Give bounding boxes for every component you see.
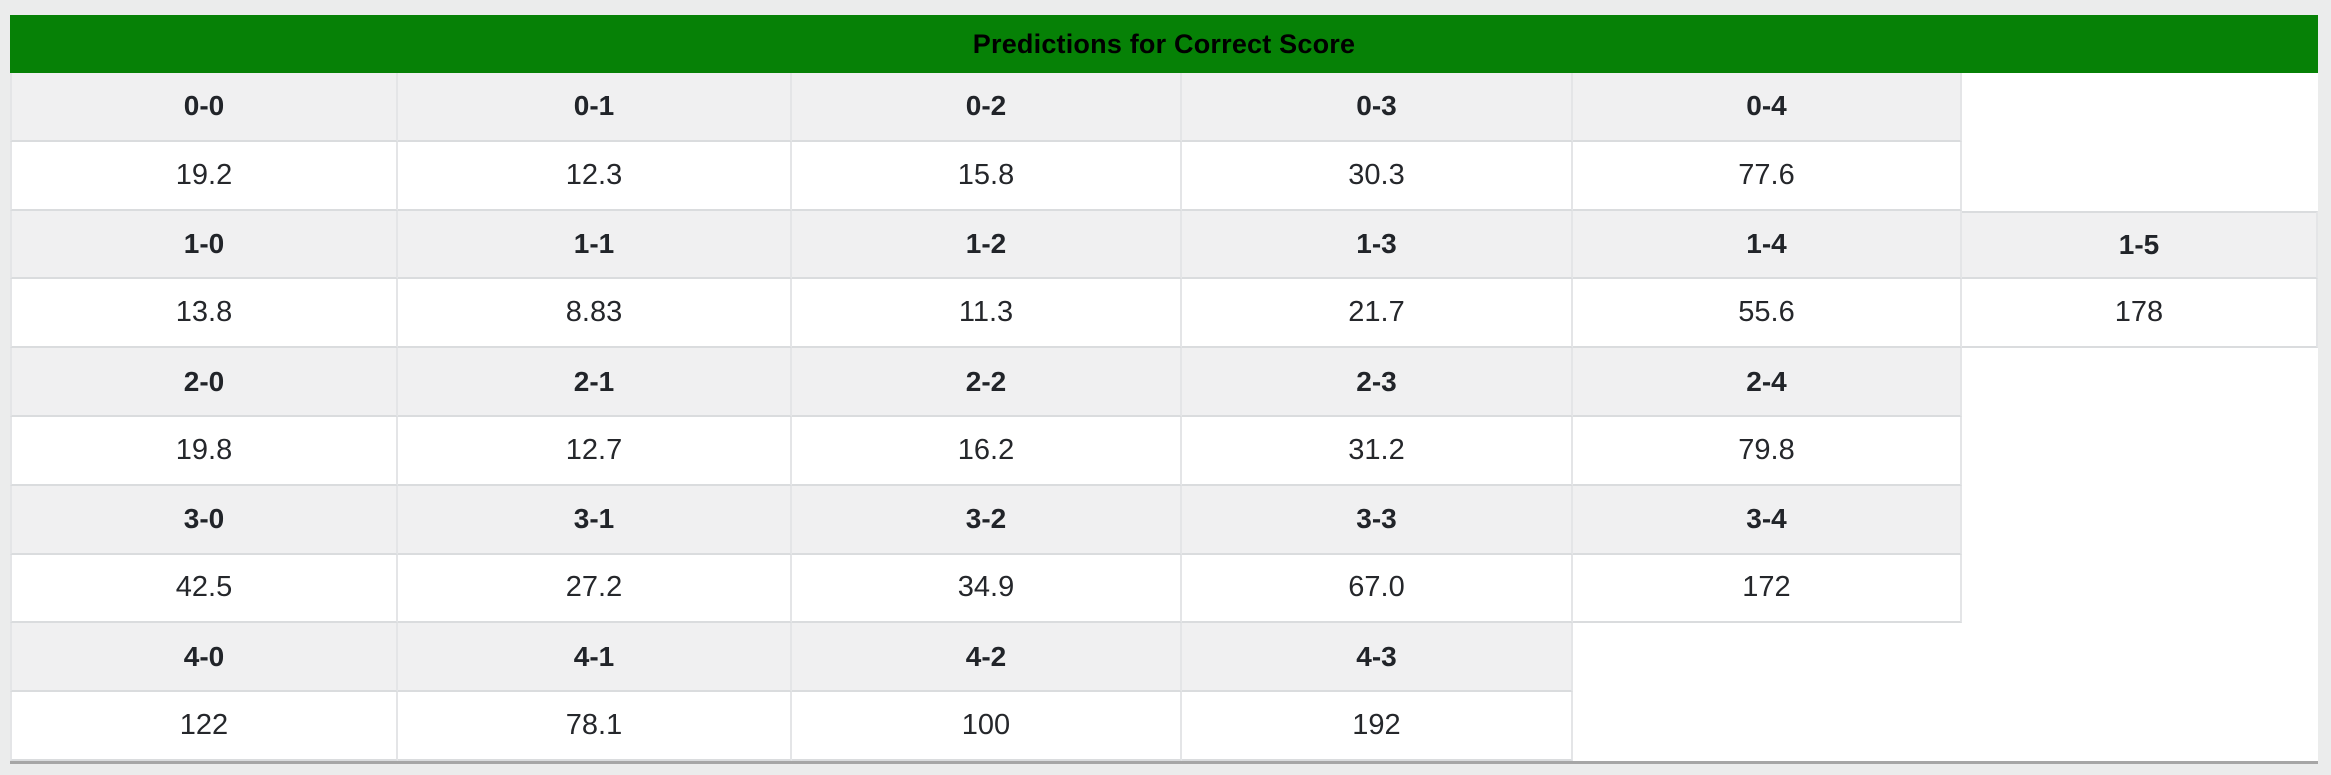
prediction-value-cell: 78.1 [398, 692, 792, 761]
prediction-value-cell: 13.8 [10, 279, 398, 349]
score-label-cell: 1-3 [1182, 210, 1573, 280]
prediction-value-cell: 19.8 [10, 416, 398, 486]
score-label-cell: 2-4 [1573, 348, 1962, 417]
score-label-cell: 0-3 [1182, 73, 1573, 142]
score-label-cell: 0-1 [398, 73, 792, 142]
score-header-row: 4-0 4-1 4-2 4-3 [10, 623, 2318, 693]
prediction-value-cell: 21.7 [1182, 279, 1573, 349]
table-title-bar: Predictions for Correct Score [10, 15, 2318, 73]
prediction-value-cell: 42.5 [10, 554, 398, 624]
prediction-value-cell: 55.6 [1573, 279, 1962, 349]
prediction-value-cell: 16.2 [792, 416, 1182, 486]
score-label-cell: 3-1 [398, 485, 792, 555]
value-row: 42.5 27.2 34.9 67.0 172 [10, 554, 2318, 624]
prediction-value-cell: 12.7 [398, 416, 792, 486]
prediction-value-cell: 178 [1962, 279, 2318, 349]
prediction-value-cell: 11.3 [792, 279, 1182, 349]
predictions-table: Predictions for Correct Score 0-0 0-1 0-… [10, 15, 2318, 764]
score-label-cell: 0-2 [792, 73, 1182, 142]
blank-cell [1962, 554, 2318, 624]
score-label-cell: 3-0 [10, 485, 398, 555]
blank-cell [1573, 623, 2318, 693]
score-label-cell: 0-4 [1573, 73, 1962, 142]
prediction-value-cell: 30.3 [1182, 141, 1573, 211]
score-label-cell: 3-4 [1573, 485, 1962, 555]
score-label-cell: 1-1 [398, 210, 792, 280]
blank-cell [1573, 692, 2318, 761]
prediction-value-cell: 77.6 [1573, 141, 1962, 211]
score-label-cell: 1-4 [1573, 210, 1962, 280]
score-label-cell: 2-1 [398, 348, 792, 417]
score-label-cell: 2-0 [10, 348, 398, 417]
prediction-value-cell: 8.83 [398, 279, 792, 349]
prediction-value-cell: 31.2 [1182, 416, 1573, 486]
score-header-row: 0-0 0-1 0-2 0-3 0-4 [10, 73, 2318, 142]
score-label-cell: 3-3 [1182, 485, 1573, 555]
prediction-value-cell: 27.2 [398, 554, 792, 624]
score-label-cell: 2-2 [792, 348, 1182, 417]
table-title: Predictions for Correct Score [972, 28, 1356, 59]
score-label-cell: 2-3 [1182, 348, 1573, 417]
score-label-cell: 1-2 [792, 210, 1182, 280]
blank-cell [1962, 485, 2318, 555]
blank-cell [1962, 141, 2318, 211]
value-row: 122 78.1 100 192 [10, 692, 2318, 761]
prediction-value-cell: 67.0 [1182, 554, 1573, 624]
value-row: 19.8 12.7 16.2 31.2 79.8 [10, 416, 2318, 486]
prediction-value-cell: 122 [10, 692, 398, 761]
blank-cell [1962, 348, 2318, 417]
prediction-value-cell: 19.2 [10, 141, 398, 211]
prediction-value-cell: 192 [1182, 692, 1573, 761]
score-label-cell: 4-2 [792, 623, 1182, 693]
score-label-cell: 4-1 [398, 623, 792, 693]
prediction-value-cell: 15.8 [792, 141, 1182, 211]
score-label-cell: 1-5 [1962, 210, 2318, 280]
score-header-row: 1-0 1-1 1-2 1-3 1-4 1-5 [10, 210, 2318, 280]
blank-cell [1962, 416, 2318, 486]
value-row: 19.2 12.3 15.8 30.3 77.6 [10, 141, 2318, 211]
score-label-cell: 0-0 [10, 73, 398, 142]
prediction-value-cell: 172 [1573, 554, 1962, 624]
score-header-row: 3-0 3-1 3-2 3-3 3-4 [10, 485, 2318, 555]
score-header-row: 2-0 2-1 2-2 2-3 2-4 [10, 348, 2318, 417]
prediction-value-cell: 34.9 [792, 554, 1182, 624]
blank-cell [1962, 73, 2318, 142]
score-label-cell: 4-0 [10, 623, 398, 693]
prediction-value-cell: 100 [792, 692, 1182, 761]
prediction-value-cell: 79.8 [1573, 416, 1962, 486]
score-label-cell: 4-3 [1182, 623, 1573, 693]
prediction-value-cell: 12.3 [398, 141, 792, 211]
score-label-cell: 3-2 [792, 485, 1182, 555]
value-row: 13.8 8.83 11.3 21.7 55.6 178 [10, 279, 2318, 349]
score-label-cell: 1-0 [10, 210, 398, 280]
